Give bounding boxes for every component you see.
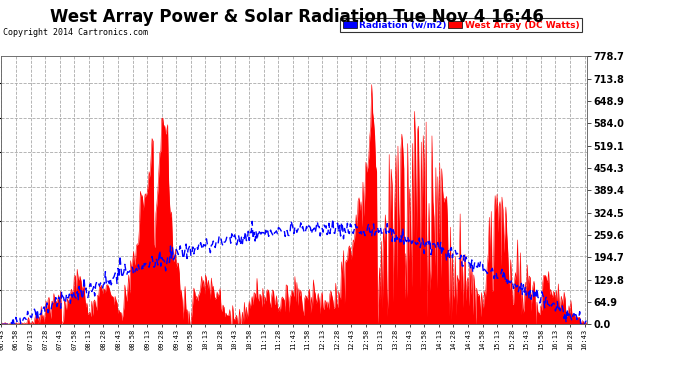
Legend: Radiation (w/m2), West Array (DC Watts): Radiation (w/m2), West Array (DC Watts) bbox=[340, 18, 582, 32]
Text: Copyright 2014 Cartronics.com: Copyright 2014 Cartronics.com bbox=[3, 28, 148, 37]
Text: West Array Power & Solar Radiation Tue Nov 4 16:46: West Array Power & Solar Radiation Tue N… bbox=[50, 8, 544, 26]
